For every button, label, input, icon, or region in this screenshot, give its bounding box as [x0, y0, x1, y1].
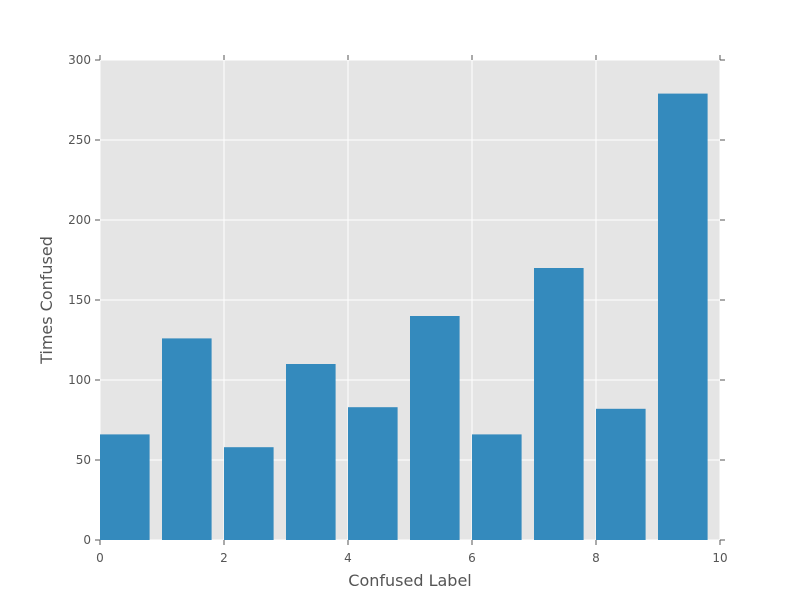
x-tick-label: 6: [468, 551, 476, 565]
x-axis-label: Confused Label: [348, 571, 471, 590]
y-axis-label: Times Confused: [37, 236, 56, 365]
bar: [286, 364, 336, 540]
x-tick-label: 4: [344, 551, 352, 565]
bar: [348, 407, 398, 540]
bar: [100, 434, 150, 540]
y-tick-label: 300: [68, 53, 91, 67]
y-tick-label: 200: [68, 213, 91, 227]
bar: [658, 93, 708, 540]
x-tick-label: 2: [220, 551, 228, 565]
axis-ticks: [95, 55, 725, 545]
x-tick-label: 10: [712, 551, 727, 565]
bar: [596, 408, 646, 540]
x-tick-label: 8: [592, 551, 600, 565]
y-tick-label: 50: [76, 453, 91, 467]
bar: [224, 447, 274, 540]
bar: [534, 268, 584, 540]
x-tick-labels: 0 2 4 6 8 10: [96, 551, 727, 565]
y-tick-label: 100: [68, 373, 91, 387]
bar: [410, 316, 460, 540]
y-tick-label: 150: [68, 293, 91, 307]
bar: [162, 338, 212, 540]
bars: [100, 93, 708, 540]
y-tick-label: 0: [83, 533, 91, 547]
y-tick-labels: 0 50 100 150 200 250 300: [68, 53, 91, 547]
x-tick-label: 0: [96, 551, 104, 565]
bar: [472, 434, 522, 540]
y-tick-label: 250: [68, 133, 91, 147]
